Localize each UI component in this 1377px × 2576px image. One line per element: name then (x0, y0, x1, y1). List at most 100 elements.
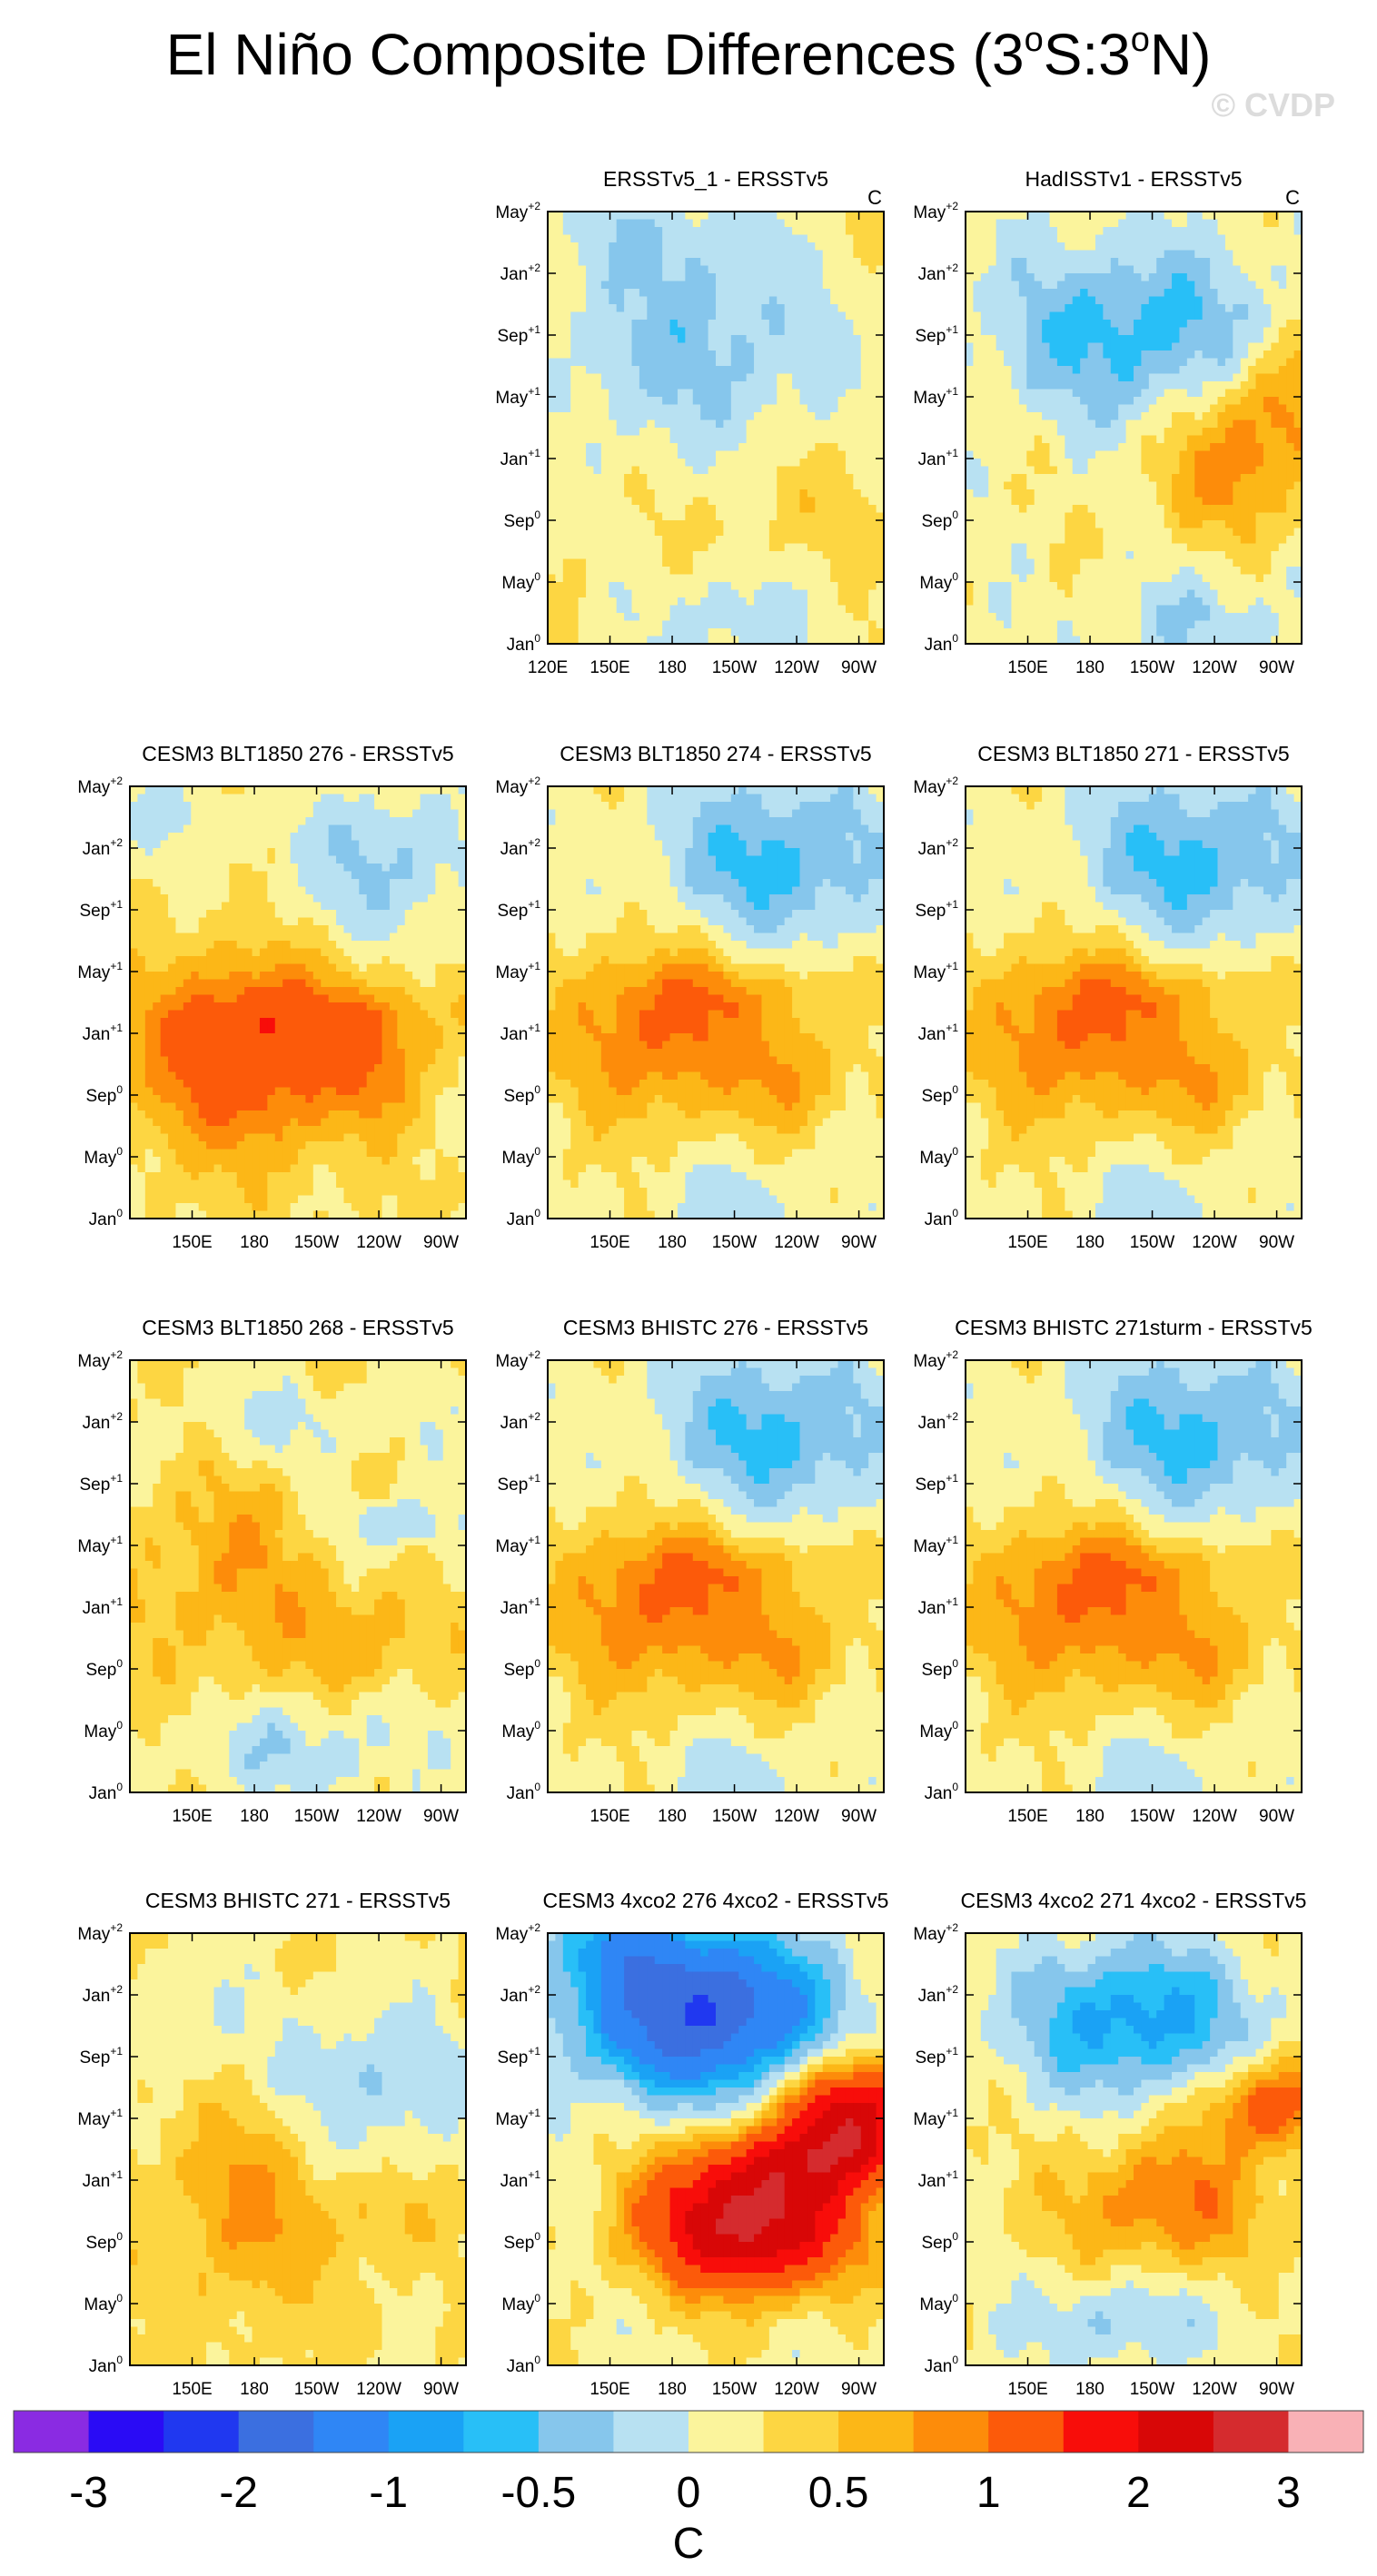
field-cell (677, 358, 686, 367)
field-cell (600, 620, 609, 629)
field-cell (761, 574, 770, 583)
field-cell (1026, 404, 1035, 413)
field-cell (1202, 366, 1211, 375)
field-cell (1164, 250, 1173, 259)
field-cell (1125, 528, 1134, 537)
field-cell (669, 443, 679, 452)
field-cell (692, 543, 701, 552)
field-cell (662, 443, 671, 452)
field-cell (654, 497, 663, 506)
field-cell (1156, 273, 1165, 282)
field-cell (669, 304, 679, 313)
field-cell (1194, 273, 1204, 282)
field-cell (822, 412, 831, 421)
field-cell (1072, 335, 1081, 344)
field-cell (966, 597, 975, 607)
field-cell (777, 397, 786, 406)
field-cell (609, 505, 618, 514)
field-cell (647, 481, 656, 490)
field-cell (1065, 335, 1074, 344)
field-cell (973, 381, 982, 390)
field-cell (1095, 481, 1104, 490)
field-cell (746, 304, 755, 313)
field-cell (868, 265, 877, 274)
field-cell (860, 589, 869, 598)
field-cell (1286, 327, 1295, 336)
field-cell (1202, 543, 1211, 552)
field-cell (1233, 327, 1242, 336)
field-cell (654, 543, 663, 552)
field-cell (677, 227, 686, 236)
field-cell (677, 304, 686, 313)
field-cell (1034, 335, 1043, 344)
field-cell (1065, 419, 1074, 429)
field-cell (1080, 512, 1089, 521)
field-cell (578, 459, 587, 468)
field-cell (1042, 520, 1051, 529)
field-cell (570, 281, 580, 290)
field-cell (562, 597, 571, 607)
field-cell (746, 520, 755, 529)
field-cell (716, 597, 725, 607)
field-cell (1065, 273, 1074, 282)
field-cell (830, 397, 839, 406)
field-cell (662, 412, 671, 421)
field-cell (1263, 381, 1272, 390)
field-cell (723, 536, 732, 545)
field-cell (1065, 327, 1074, 336)
field-cell (1255, 219, 1264, 228)
field-cell (1042, 543, 1051, 552)
field-cell (669, 551, 679, 560)
field-cell (807, 397, 816, 406)
field-cell (1224, 558, 1233, 568)
field-cell (761, 543, 770, 552)
field-cell (1103, 567, 1112, 576)
field-cell (730, 265, 739, 274)
field-cell (754, 574, 763, 583)
field-cell (639, 512, 648, 521)
field-cell (708, 435, 717, 444)
field-cell (616, 582, 625, 591)
field-cell (1004, 497, 1013, 506)
field-cell (1026, 366, 1035, 375)
field-cell (1278, 242, 1287, 252)
field-cell (876, 558, 884, 568)
field-cell (593, 273, 602, 282)
field-cell (1286, 250, 1295, 259)
field-cell (631, 273, 640, 282)
field-cell (1248, 296, 1257, 305)
field-cell (845, 582, 854, 591)
field-cell (685, 528, 694, 537)
y-tick-label: Sep+1 (916, 323, 959, 346)
field-cell (586, 613, 595, 622)
field-cell (654, 350, 663, 360)
field-cell (1080, 505, 1089, 514)
field-cell (996, 250, 1005, 259)
field-cell (1072, 481, 1081, 490)
field-cell (830, 558, 839, 568)
field-cell (1026, 443, 1035, 452)
field-cell (815, 366, 824, 375)
field-cell (600, 474, 609, 483)
field-cell (639, 574, 648, 583)
field-cell (988, 335, 997, 344)
field-cell (586, 443, 595, 452)
field-cell (654, 613, 663, 622)
field-cell (784, 628, 793, 637)
field-cell (562, 342, 571, 351)
field-cell (730, 366, 739, 375)
field-cell (647, 289, 656, 298)
field-cell (1042, 358, 1051, 367)
field-cell (1134, 536, 1143, 545)
field-cell (1271, 389, 1280, 398)
field-cell (1103, 404, 1112, 413)
field-cell (700, 582, 709, 591)
field-cell (1134, 265, 1143, 274)
field-cell (593, 582, 602, 591)
field-cell (578, 497, 587, 506)
field-cell (1141, 489, 1150, 498)
field-cell (1224, 265, 1233, 274)
field-cell (815, 551, 824, 560)
field-cell (708, 474, 717, 483)
field-cell (1018, 574, 1027, 583)
